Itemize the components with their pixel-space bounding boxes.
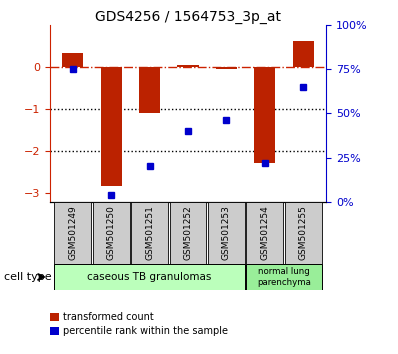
Text: GSM501251: GSM501251 (145, 205, 154, 260)
Text: normal lung
parenchyma: normal lung parenchyma (257, 267, 311, 287)
Bar (101, 67, 122, 186)
Text: GSM501252: GSM501252 (183, 205, 193, 260)
Bar (178, 65, 199, 67)
Text: GSM501249: GSM501249 (68, 205, 77, 260)
Text: GSM501255: GSM501255 (299, 205, 308, 260)
Text: transformed count: transformed count (63, 312, 154, 322)
Text: GSM501250: GSM501250 (107, 205, 116, 260)
Bar (170, 202, 207, 264)
Text: percentile rank within the sample: percentile rank within the sample (63, 326, 228, 336)
Text: cell type: cell type (4, 272, 52, 282)
Bar (131, 202, 168, 264)
Bar (55, 264, 245, 290)
Bar (285, 202, 322, 264)
Text: GSM501253: GSM501253 (222, 205, 231, 260)
Bar (216, 67, 237, 69)
Title: GDS4256 / 1564753_3p_at: GDS4256 / 1564753_3p_at (95, 10, 281, 24)
Bar (246, 264, 322, 290)
Bar (139, 67, 160, 113)
Bar (293, 41, 314, 67)
Text: caseous TB granulomas: caseous TB granulomas (88, 272, 212, 282)
Bar (55, 202, 91, 264)
Bar (62, 53, 83, 67)
Text: GSM501254: GSM501254 (260, 205, 269, 260)
Bar (254, 67, 275, 163)
Bar (246, 202, 283, 264)
Bar (93, 202, 130, 264)
Bar (208, 202, 245, 264)
